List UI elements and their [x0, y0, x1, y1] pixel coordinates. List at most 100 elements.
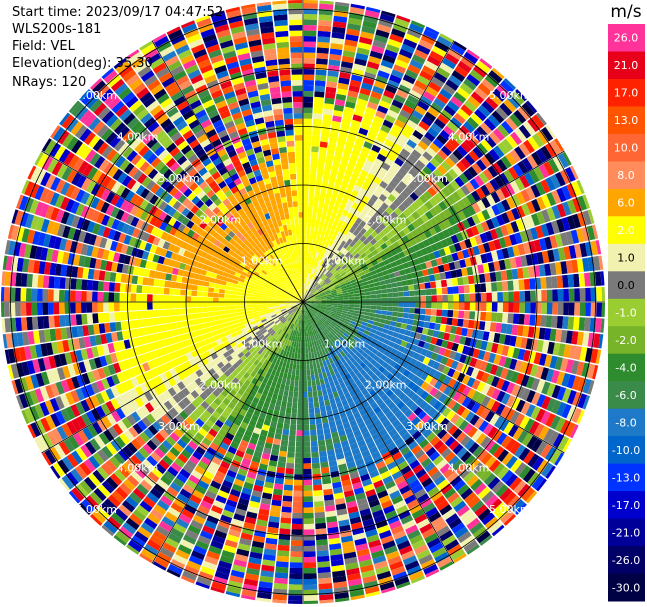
velocity-gate — [353, 143, 363, 152]
velocity-gate — [336, 251, 343, 258]
velocity-gate — [315, 302, 322, 304]
velocity-gate — [456, 161, 467, 173]
velocity-gate — [441, 186, 452, 197]
velocity-gate — [419, 289, 426, 296]
velocity-gate — [315, 300, 322, 302]
velocity-gate — [434, 273, 441, 281]
velocity-gate — [451, 278, 459, 286]
velocity-gate — [304, 336, 308, 343]
velocity-gate — [329, 199, 336, 206]
velocity-gate — [175, 315, 182, 322]
velocity-gate — [560, 261, 568, 275]
velocity-gate — [524, 302, 531, 314]
velocity-gate — [387, 193, 397, 203]
velocity-gate — [456, 145, 468, 157]
velocity-gate — [332, 206, 339, 213]
velocity-gate — [346, 164, 355, 172]
velocity-gate — [324, 164, 332, 171]
velocity-gate — [562, 316, 569, 330]
velocity-gate — [351, 259, 358, 266]
velocity-gate — [371, 163, 381, 172]
velocity-gate — [595, 318, 602, 333]
velocity-gate — [376, 24, 392, 34]
velocity-gate — [349, 226, 356, 234]
velocity-gate — [359, 187, 367, 196]
velocity-gate — [37, 302, 43, 316]
velocity-gate — [338, 167, 346, 175]
velocity-gate — [364, 311, 371, 316]
velocity-gate — [290, 380, 295, 386]
velocity-gate — [493, 260, 501, 272]
velocity-gate — [319, 280, 324, 285]
velocity-gate — [333, 110, 343, 117]
velocity-gate — [304, 261, 308, 268]
velocity-gate — [433, 97, 446, 109]
velocity-gate — [468, 150, 480, 162]
velocity-gate — [317, 286, 323, 292]
velocity-gate — [336, 231, 343, 239]
velocity-gate — [484, 272, 491, 283]
velocity-gate — [370, 309, 377, 314]
velocity-gate — [320, 281, 325, 286]
velocity-gate — [348, 276, 355, 281]
velocity-gate — [396, 15, 411, 23]
velocity-gate — [348, 85, 360, 93]
velocity-gate — [325, 290, 331, 294]
velocity-gate — [541, 250, 550, 264]
velocity-gate — [339, 202, 347, 210]
velocity-gate — [332, 262, 338, 268]
velocity-gate — [337, 277, 343, 282]
velocity-gate — [303, 573, 317, 580]
velocity-gate — [339, 261, 346, 268]
velocity-gate — [444, 141, 456, 153]
velocity-gate — [303, 562, 317, 568]
velocity-gate — [395, 59, 409, 69]
velocity-gate — [397, 264, 405, 271]
velocity-gate — [288, 390, 294, 397]
velocity-gate — [484, 181, 495, 194]
velocity-gate — [326, 303, 333, 305]
velocity-gate — [303, 353, 306, 359]
velocity-gate — [331, 165, 339, 173]
velocity-gate — [337, 267, 343, 273]
velocity-gate — [383, 274, 390, 280]
velocity-gate — [448, 262, 456, 271]
velocity-gate — [452, 286, 459, 294]
velocity-gate — [552, 302, 558, 315]
velocity-gate — [513, 302, 520, 313]
velocity-gate — [353, 293, 360, 297]
velocity-gate — [484, 152, 496, 165]
velocity-gate — [306, 358, 310, 365]
velocity-gate — [328, 137, 338, 144]
velocity-gate — [340, 283, 346, 288]
velocity-gate — [360, 274, 367, 280]
velocity-gate — [313, 495, 324, 502]
velocity-gate — [354, 58, 367, 67]
velocity-gate — [341, 55, 355, 64]
velocity-gate — [565, 231, 574, 245]
velocity-gate — [405, 172, 415, 182]
velocity-gate — [326, 75, 338, 83]
velocity-gate — [425, 146, 437, 158]
velocity-gate — [312, 289, 318, 294]
velocity-gate — [450, 270, 457, 279]
velocity-gate — [322, 268, 327, 274]
velocity-gate — [530, 302, 536, 314]
velocity-gate — [414, 105, 427, 116]
velocity-gate — [461, 196, 472, 208]
velocity-gate — [554, 233, 563, 248]
velocity-gate — [367, 186, 376, 194]
velocity-gate — [378, 129, 389, 139]
velocity-gate — [511, 207, 521, 220]
velocity-gate — [86, 291, 93, 302]
velocity-gate — [535, 181, 546, 196]
velocity-gate — [488, 92, 503, 106]
velocity-gate — [310, 440, 318, 447]
velocity-gate — [491, 204, 501, 216]
velocity-gate — [332, 160, 341, 168]
velocity-gate — [319, 290, 325, 294]
velocity-gate — [316, 544, 329, 552]
velocity-gate — [373, 176, 382, 185]
velocity-gate — [478, 321, 486, 331]
velocity-gate — [102, 292, 109, 302]
